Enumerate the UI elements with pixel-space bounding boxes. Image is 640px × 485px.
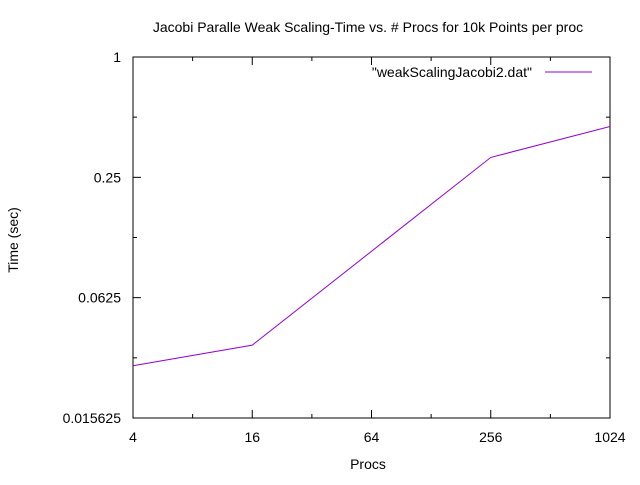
legend-label: "weakScalingJacobi2.dat"	[372, 64, 532, 80]
y-axis-ticks: 1 0.25 0.0625 0.015625	[63, 49, 610, 426]
y-axis-label: Time (sec)	[5, 207, 21, 273]
x-tick-label: 1024	[594, 429, 625, 445]
x-tick-label: 16	[244, 429, 260, 445]
y-tick-label: 0.25	[94, 169, 121, 185]
plot-area-frame	[132, 56, 611, 419]
y-tick-label: 1	[113, 49, 121, 65]
x-tick-label: 4	[129, 429, 137, 445]
series-layer	[132, 126, 611, 367]
series-line	[132, 126, 611, 367]
x-axis-ticks: 4 16 64 256 1024	[129, 57, 626, 445]
legend: "weakScalingJacobi2.dat"	[372, 64, 592, 80]
chart-title: Jacobi Paralle Weak Scaling-Time vs. # P…	[153, 19, 583, 35]
x-tick-label: 256	[479, 429, 503, 445]
x-tick-label: 64	[364, 429, 380, 445]
x-axis-label: Procs	[350, 456, 386, 472]
y-tick-label: 0.0625	[78, 290, 121, 306]
y-tick-label: 0.015625	[63, 410, 122, 426]
